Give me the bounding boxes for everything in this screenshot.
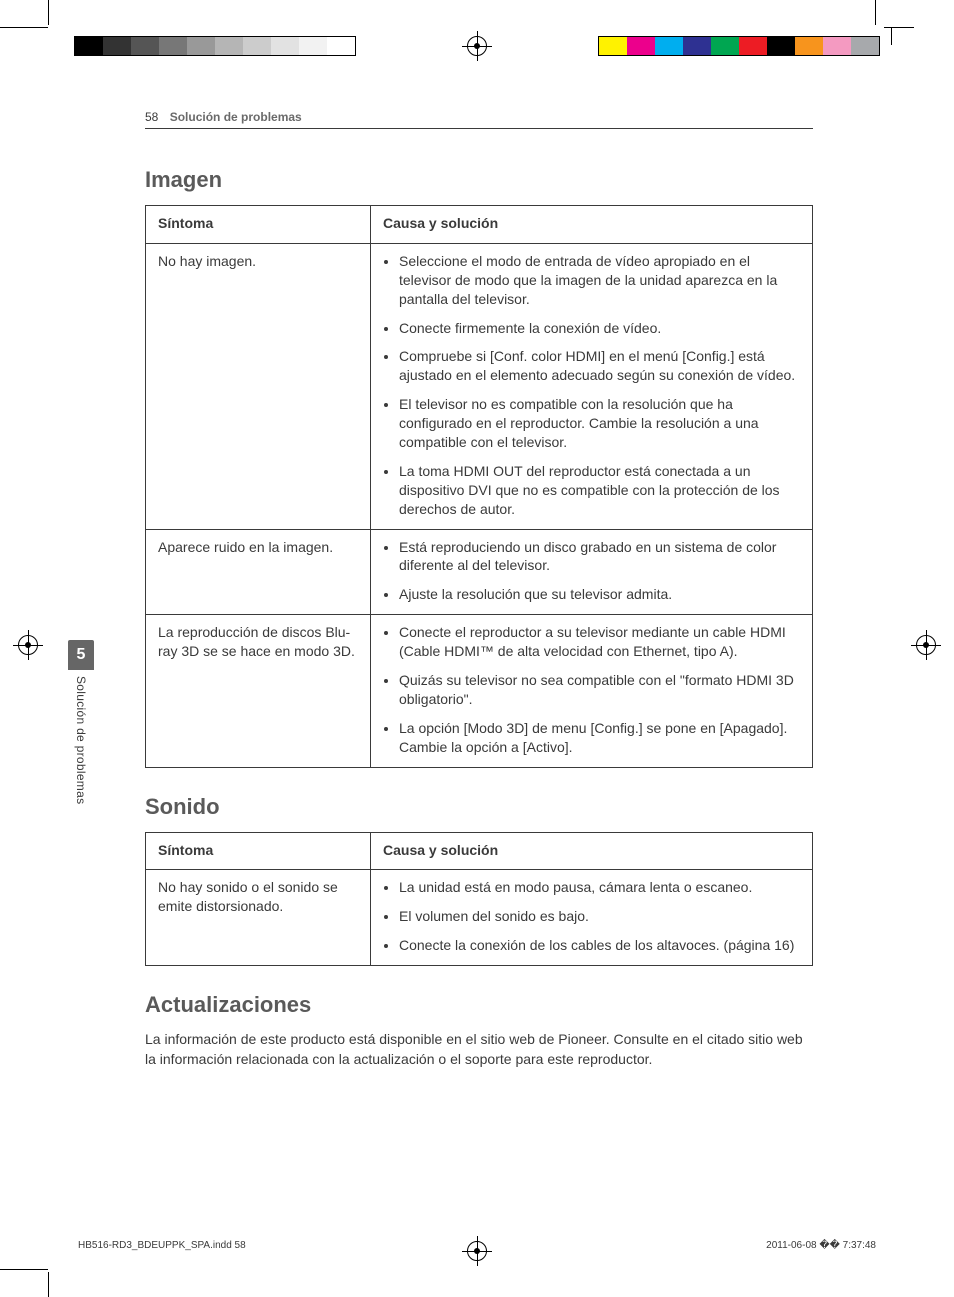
crop-mark [884,27,914,28]
cause-item: El televisor no es compatible con la res… [399,395,800,452]
registration-mark-icon [916,635,936,655]
section-heading-sonido: Sonido [145,794,813,820]
symptom-cell: No hay sonido o el sonido se emite disto… [146,870,371,966]
cause-item: Ajuste la resolución que su televisor ad… [399,585,800,604]
gray-swatch-bar [74,36,356,56]
crop-mark [48,1272,49,1297]
colour-swatch [795,37,823,55]
colour-swatch [655,37,683,55]
gray-swatch [103,37,131,55]
colour-swatch [599,37,627,55]
colour-swatch [739,37,767,55]
cause-item: El volumen del sonido es bajo. [399,907,800,926]
troubleshoot-table-sonido: Síntoma Causa y solución No hay sonido o… [145,832,813,967]
cause-item: La toma HDMI OUT del reproductor está co… [399,462,800,519]
cause-list: La unidad está en modo pausa, cámara len… [383,878,800,955]
table-row: Aparece ruido en la imagen. Está reproduc… [146,529,813,615]
colour-swatch [627,37,655,55]
cause-item: La opción [Modo 3D] de menu [Config.] se… [399,719,800,757]
gray-swatch [327,37,355,55]
section-heading-actualizaciones: Actualizaciones [145,992,813,1018]
cause-item: Quizás su televisor no sea compatible co… [399,671,800,709]
running-header: 58 Solución de problemas [145,110,813,129]
cause-cell: La unidad está en modo pausa, cámara len… [371,870,813,966]
registration-mark-icon [18,635,38,655]
cause-item: Compruebe si [Conf. color HDMI] en el me… [399,347,800,385]
cause-item: Seleccione el modo de entrada de vídeo a… [399,252,800,309]
symptom-cell: No hay imagen. [146,243,371,529]
gray-swatch [131,37,159,55]
gray-swatch [299,37,327,55]
colour-swatch [823,37,851,55]
running-header-section: Solución de problemas [170,110,302,124]
footer-timestamp: 2011-06-08 �� 7:37:48 [766,1240,876,1251]
crop-mark [48,0,49,25]
updates-body-text: La información de este producto está dis… [145,1030,813,1069]
gray-swatch [187,37,215,55]
table-row: No hay sonido o el sonido se emite disto… [146,870,813,966]
table-header-symptom: Síntoma [146,832,371,870]
colour-swatch [767,37,795,55]
symptom-cell: La reproducción de discos Blu-ray 3D se … [146,615,371,767]
table-row: No hay imagen. Seleccione el modo de entr… [146,243,813,529]
cause-cell: Conecte el reproductor a su televisor me… [371,615,813,767]
cause-list: Seleccione el modo de entrada de vídeo a… [383,252,800,519]
table-header-cause: Causa y solución [371,206,813,244]
page-content: 58 Solución de problemas Imagen Síntoma … [145,110,813,1069]
cause-item: Conecte firmemente la conexión de vídeo. [399,319,800,338]
colour-swatch-bar [598,36,880,56]
crop-mark [0,27,48,28]
colour-swatch [711,37,739,55]
section-heading-imagen: Imagen [145,167,813,193]
cause-item: Conecte el reproductor a su televisor me… [399,623,800,661]
cause-item: Conecte la conexión de los cables de los… [399,936,800,955]
gray-swatch [215,37,243,55]
colour-swatch [851,37,879,55]
colour-swatch [683,37,711,55]
chapter-side-label: Solución de problemas [74,676,88,804]
gray-swatch [75,37,103,55]
crop-mark [875,0,876,25]
gray-swatch [243,37,271,55]
cause-cell: Seleccione el modo de entrada de vídeo a… [371,243,813,529]
registration-mark-icon [467,36,487,56]
cause-list: Está reproduciendo un disco grabado en u… [383,538,800,605]
gray-swatch [271,37,299,55]
table-header-cause: Causa y solución [371,832,813,870]
footer-file-label: HB516-RD3_BDEUPPK_SPA.indd 58 [78,1240,246,1251]
print-footer: HB516-RD3_BDEUPPK_SPA.indd 58 2011-06-08… [78,1240,876,1251]
cause-item: Está reproduciendo un disco grabado en u… [399,538,800,576]
symptom-cell: Aparece ruido en la imagen. [146,529,371,615]
crop-mark [0,1269,48,1270]
cause-item: La unidad está en modo pausa, cámara len… [399,878,800,897]
chapter-number-badge: 5 [68,640,94,670]
cause-list: Conecte el reproductor a su televisor me… [383,623,800,756]
gray-swatch [159,37,187,55]
cause-cell: Está reproduciendo un disco grabado en u… [371,529,813,615]
troubleshoot-table-imagen: Síntoma Causa y solución No hay imagen. S… [145,205,813,768]
crop-mark [891,27,892,45]
chapter-side-tab: 5 Solución de problemas [68,640,94,804]
table-row: La reproducción de discos Blu-ray 3D se … [146,615,813,767]
table-header-symptom: Síntoma [146,206,371,244]
page-number: 58 [145,110,158,124]
manual-page: 5 Solución de problemas 58 Solución de p… [0,0,954,1297]
